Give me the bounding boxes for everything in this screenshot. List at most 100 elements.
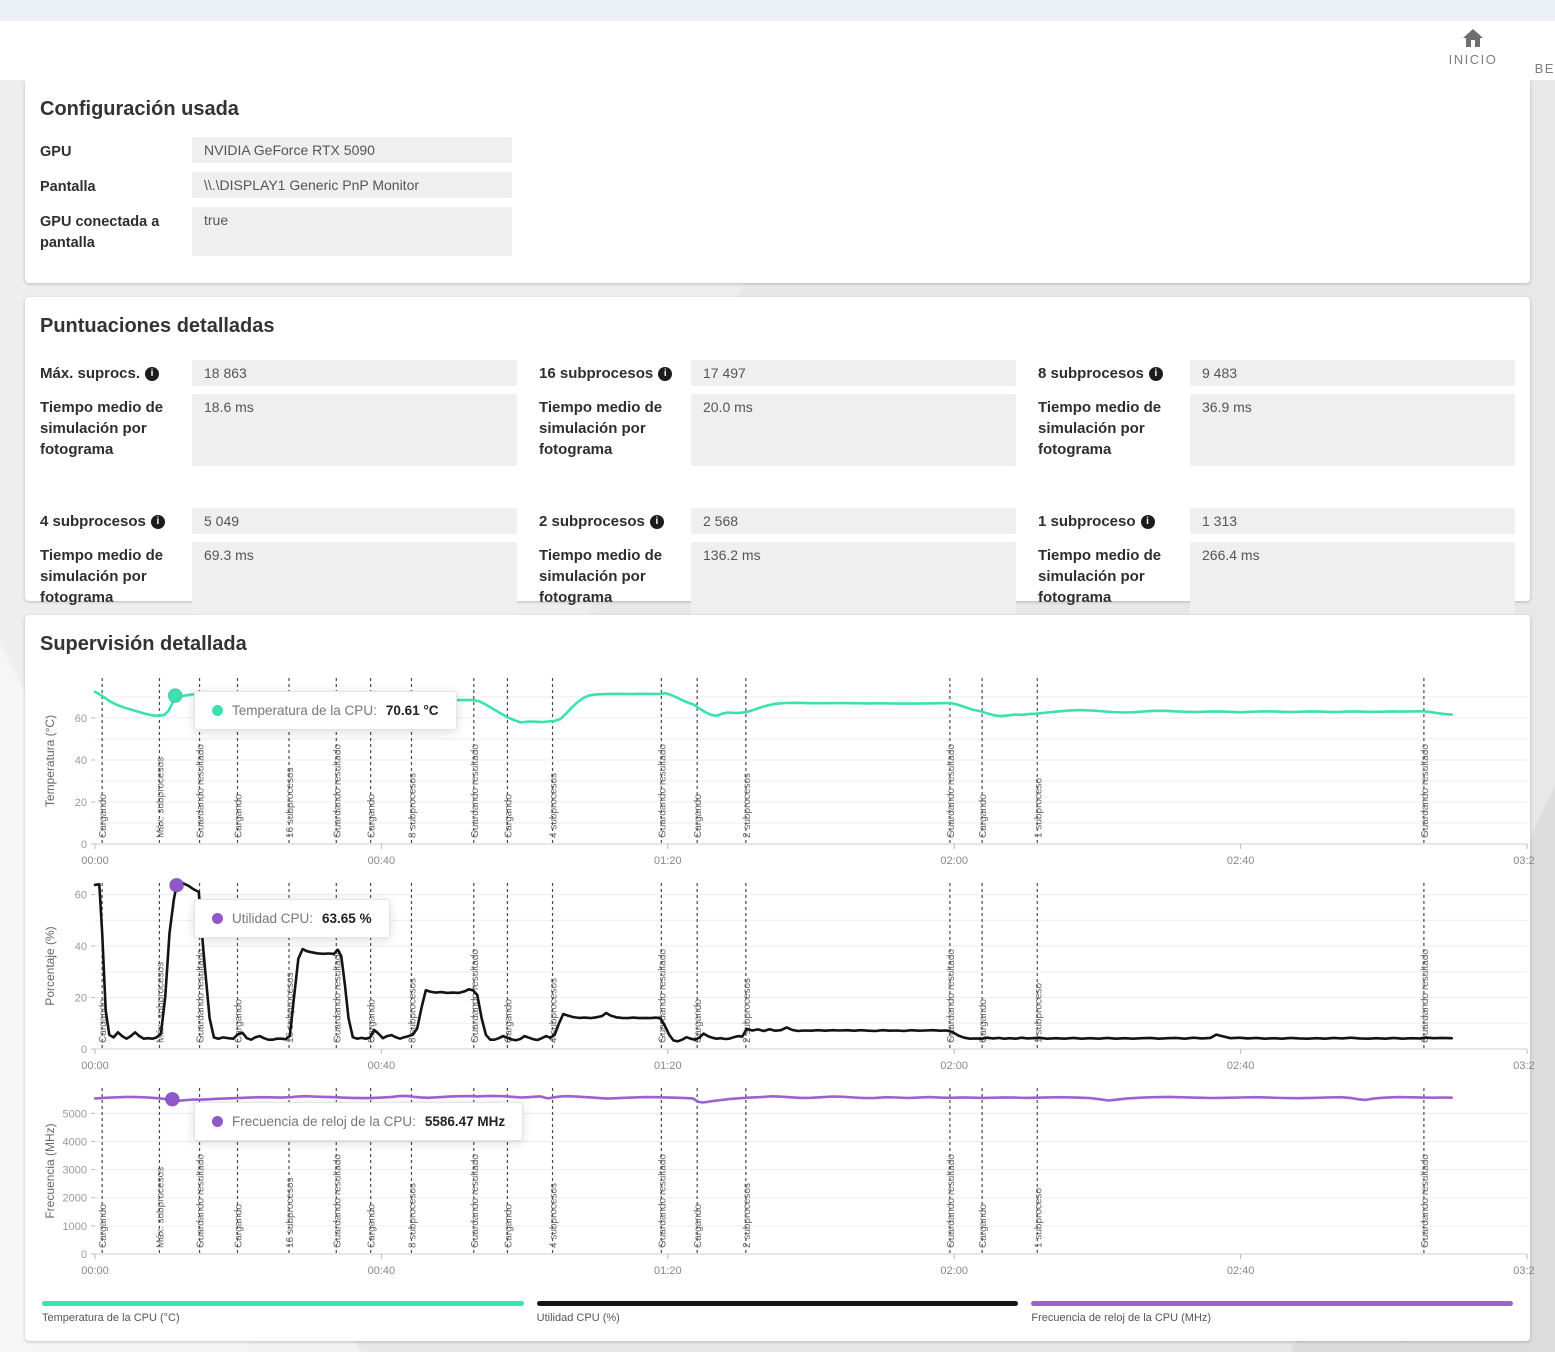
svg-text:Cargando: Cargando <box>233 794 244 838</box>
time-row: Tiempo medio de simulación por fotograma… <box>1038 542 1515 614</box>
score-block-16-threads: 16 subprocesosi 17 497 Tiempo medio de s… <box>539 360 1016 474</box>
score-value: 2 568 <box>691 508 1016 534</box>
svg-text:Guardando resultado: Guardando resultado <box>470 949 481 1043</box>
info-icon[interactable]: i <box>1141 515 1155 529</box>
tooltip-value: 5586.47 MHz <box>425 1114 505 1129</box>
svg-text:Guardando resultado: Guardando resultado <box>1420 744 1431 838</box>
info-icon[interactable]: i <box>145 367 159 381</box>
time-value: 266.4 ms <box>1190 542 1515 614</box>
svg-text:4 subprocesos: 4 subprocesos <box>549 773 560 838</box>
tooltip-dot <box>212 1116 223 1127</box>
nav-item-inicio[interactable]: INICIO <box>1418 29 1528 67</box>
svg-text:1000: 1000 <box>63 1221 87 1233</box>
score-label: 1 subprocesoi <box>1038 508 1190 534</box>
svg-text:Guardando resultado: Guardando resultado <box>657 1154 668 1248</box>
svg-text:Cargando: Cargando <box>978 1204 989 1248</box>
svg-text:Máx. subprocesos: Máx. subprocesos <box>155 757 166 838</box>
score-block-8-threads: 8 subprocesosi 9 483 Tiempo medio de sim… <box>1038 360 1515 474</box>
svg-text:4000: 4000 <box>63 1136 87 1148</box>
score-block-2-threads: 2 subprocesosi 2 568 Tiempo medio de sim… <box>539 508 1016 622</box>
svg-text:Guardando resultado: Guardando resultado <box>332 1154 343 1248</box>
config-label: Pantalla <box>40 172 192 198</box>
score-row: Máx. suprocs.i 18 863 <box>40 360 517 386</box>
svg-text:00:40: 00:40 <box>368 1265 396 1277</box>
time-row: Tiempo medio de simulación por fotograma… <box>1038 394 1515 466</box>
nav-item-benchmarks[interactable]: BENCHMARKS <box>1528 29 1555 76</box>
time-value: 18.6 ms <box>192 394 517 466</box>
top-strip <box>0 0 1555 21</box>
legend-temperature[interactable]: Temperatura de la CPU (°C) <box>42 1301 524 1324</box>
chart-tooltip-utilization: Utilidad CPU: 63.65 % <box>194 899 390 938</box>
score-value: 17 497 <box>691 360 1016 386</box>
cpu-temperature-chart: 020406000:0000:4001:2002:0002:4003:20Car… <box>40 672 1515 877</box>
svg-text:Cargando: Cargando <box>503 794 514 838</box>
legend-swatch-temperature <box>42 1301 524 1306</box>
config-label: GPU conectada a pantalla <box>40 207 192 256</box>
legend-frequency[interactable]: Frecuencia de reloj de la CPU (MHz) <box>1031 1301 1513 1324</box>
svg-text:Cargando: Cargando <box>367 1204 378 1248</box>
chart-legend: Temperatura de la CPU (°C) Utilidad CPU … <box>40 1301 1515 1324</box>
tooltip-label: Utilidad CPU: <box>232 911 313 926</box>
svg-text:03:20: 03:20 <box>1513 1265 1535 1277</box>
time-value: 69.3 ms <box>192 542 517 614</box>
svg-text:Guardando resultado: Guardando resultado <box>196 1154 207 1248</box>
svg-text:01:20: 01:20 <box>654 855 682 867</box>
time-value: 36.9 ms <box>1190 394 1515 466</box>
legend-swatch-frequency <box>1031 1301 1513 1306</box>
svg-text:Guardando resultado: Guardando resultado <box>946 744 957 838</box>
nav-label-benchmarks: BENCHMARKS <box>1535 61 1555 76</box>
svg-text:02:40: 02:40 <box>1227 1060 1255 1072</box>
svg-text:3000: 3000 <box>63 1165 87 1177</box>
svg-text:Guardando resultado: Guardando resultado <box>946 1154 957 1248</box>
svg-text:5000: 5000 <box>63 1108 87 1120</box>
svg-text:8 subprocesos: 8 subprocesos <box>407 773 418 838</box>
score-label: 8 subprocesosi <box>1038 360 1190 386</box>
svg-text:02:00: 02:00 <box>940 1265 968 1277</box>
svg-text:2 subprocesos: 2 subprocesos <box>742 1183 753 1248</box>
info-icon[interactable]: i <box>151 515 165 529</box>
score-row: 2 subprocesosi 2 568 <box>539 508 1016 534</box>
config-row-gpu-connected: GPU conectada a pantalla true <box>40 207 1515 256</box>
svg-text:Cargando: Cargando <box>233 1204 244 1248</box>
svg-text:Temperatura (°C): Temperatura (°C) <box>43 715 57 807</box>
chart-tooltip-frequency: Frecuencia de reloj de la CPU: 5586.47 M… <box>194 1102 523 1141</box>
time-label: Tiempo medio de simulación por fotograma <box>539 542 691 614</box>
svg-text:16 subprocesos: 16 subprocesos <box>285 767 296 838</box>
svg-text:20: 20 <box>75 797 87 809</box>
svg-text:60: 60 <box>75 713 87 725</box>
config-row-gpu: GPU NVIDIA GeForce RTX 5090 <box>40 137 1515 163</box>
svg-text:Cargando: Cargando <box>978 794 989 838</box>
score-value: 18 863 <box>192 360 517 386</box>
time-value: 20.0 ms <box>691 394 1016 466</box>
time-label: Tiempo medio de simulación por fotograma <box>40 394 192 466</box>
score-block-max-threads: Máx. suprocs.i 18 863 Tiempo medio de si… <box>40 360 517 474</box>
svg-text:Guardando resultado: Guardando resultado <box>470 744 481 838</box>
scores-card: Puntuaciones detalladas Máx. suprocs.i 1… <box>25 297 1530 601</box>
time-row: Tiempo medio de simulación por fotograma… <box>40 394 517 466</box>
score-label: 2 subprocesosi <box>539 508 691 534</box>
info-icon[interactable]: i <box>650 515 664 529</box>
svg-text:2 subprocesos: 2 subprocesos <box>742 773 753 838</box>
svg-text:1 subproceso: 1 subproceso <box>1033 983 1044 1043</box>
monitoring-card: Supervisión detallada 020406000:0000:400… <box>25 615 1530 1341</box>
legend-swatch-utilization <box>537 1301 1019 1306</box>
legend-label-frequency: Frecuencia de reloj de la CPU (MHz) <box>1031 1312 1513 1324</box>
svg-text:2000: 2000 <box>63 1193 87 1205</box>
score-block-4-threads: 4 subprocesosi 5 049 Tiempo medio de sim… <box>40 508 517 622</box>
svg-text:Máx. subprocesos: Máx. subprocesos <box>155 1167 166 1248</box>
main-nav: INICIO BENCHMARKS <box>1418 29 1555 76</box>
svg-text:Guardando resultado: Guardando resultado <box>1420 949 1431 1043</box>
home-icon <box>1463 29 1483 47</box>
config-row-display: Pantalla \\.\DISPLAY1 Generic PnP Monito… <box>40 172 1515 198</box>
config-label: GPU <box>40 137 192 163</box>
info-icon[interactable]: i <box>658 367 672 381</box>
score-value: 1 313 <box>1190 508 1515 534</box>
time-row: Tiempo medio de simulación por fotograma… <box>539 394 1016 466</box>
svg-text:Porcentaje (%): Porcentaje (%) <box>43 926 57 1005</box>
info-icon[interactable]: i <box>1149 367 1163 381</box>
legend-utilization[interactable]: Utilidad CPU (%) <box>537 1301 1019 1324</box>
time-label: Tiempo medio de simulación por fotograma <box>1038 394 1190 466</box>
score-block-1-thread: 1 subprocesoi 1 313 Tiempo medio de simu… <box>1038 508 1515 622</box>
svg-text:Cargando: Cargando <box>367 794 378 838</box>
cpu-utilization-chart: 020406000:0000:4001:2002:0002:4003:20Car… <box>40 877 1515 1082</box>
